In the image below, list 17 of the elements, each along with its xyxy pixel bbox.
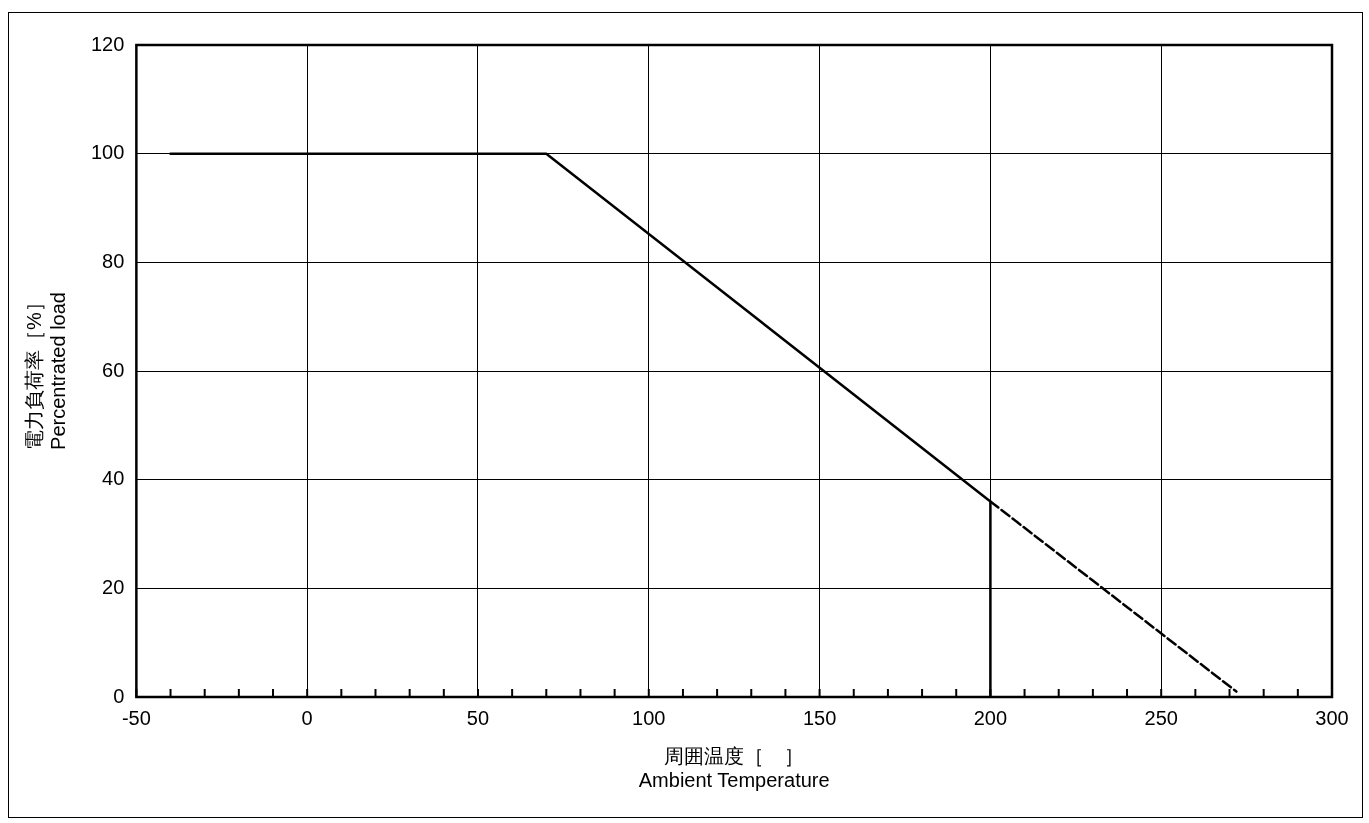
y-tick-label: 20 [102,575,125,598]
y-tick-label: 0 [113,684,125,707]
x-axis-title: 周囲温度［ ］ Ambient Temperature [638,744,830,791]
x-tick-label: 250 [1144,706,1178,729]
y-axis-title: 電力負荷率［%］ Percentrated load [22,292,69,450]
x-tick-label: -50 [121,706,151,729]
y-tick-label: 60 [102,358,125,381]
y-tick-label: 100 [90,141,125,164]
x-tick-label: 0 [301,706,313,729]
x-tick-label: 50 [466,706,490,729]
x-tick-label: 150 [802,706,837,729]
x-tick-label: 100 [632,706,666,729]
x-tick-label: 300 [1315,706,1349,729]
x-tick-label: 200 [973,706,1008,729]
y-tick-label: 80 [102,249,125,272]
y-tick-label: 120 [90,32,125,55]
y-tick-label: 40 [102,467,125,490]
